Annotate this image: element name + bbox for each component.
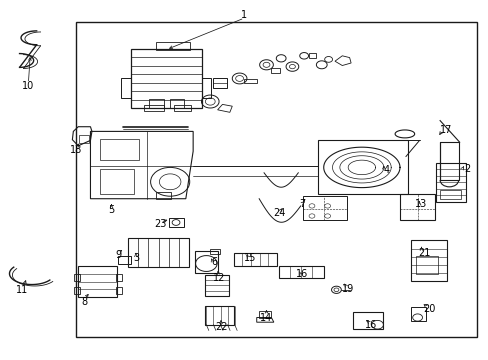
Text: 16: 16 (364, 320, 376, 330)
Text: 5: 5 (108, 204, 114, 215)
Text: 1: 1 (241, 10, 247, 20)
Bar (170, 99, 183, 108)
Bar (144, 105, 163, 111)
Text: 18: 18 (69, 145, 82, 156)
Bar (116, 287, 122, 294)
Bar (308, 53, 316, 58)
Bar (205, 306, 233, 325)
Bar (244, 79, 256, 83)
Bar (410, 240, 447, 281)
Bar (317, 140, 407, 194)
Bar (439, 142, 458, 180)
Bar (303, 196, 346, 220)
Bar (155, 42, 189, 50)
Bar (439, 190, 460, 199)
Text: 19: 19 (341, 284, 354, 294)
Bar (78, 266, 117, 297)
Bar (205, 275, 228, 296)
Text: 16: 16 (295, 269, 308, 279)
Bar (173, 105, 190, 111)
Bar (149, 99, 163, 108)
Text: 13: 13 (414, 199, 427, 210)
Bar (74, 287, 80, 294)
Bar (79, 135, 89, 143)
Text: 17: 17 (439, 125, 451, 135)
Bar (233, 253, 276, 266)
Text: 2: 2 (463, 164, 469, 174)
Bar (202, 78, 210, 98)
Bar (271, 68, 280, 73)
Bar (156, 192, 171, 199)
Text: 6: 6 (211, 257, 217, 267)
Text: 11: 11 (16, 285, 28, 295)
Bar (128, 238, 189, 267)
Text: 24: 24 (273, 208, 285, 218)
Text: 10: 10 (22, 81, 35, 91)
Bar (415, 256, 437, 274)
Bar (168, 218, 184, 227)
Text: 9: 9 (115, 250, 121, 260)
Text: 22: 22 (214, 322, 227, 332)
Text: 8: 8 (81, 297, 87, 307)
Bar (410, 307, 426, 321)
Bar (76, 22, 476, 337)
Text: 4: 4 (383, 165, 388, 175)
Bar (131, 49, 202, 108)
Bar (352, 312, 383, 329)
Text: 14: 14 (260, 312, 272, 323)
Text: 3: 3 (133, 253, 139, 264)
Bar (118, 256, 130, 264)
Bar (210, 249, 220, 254)
Bar (116, 274, 122, 281)
Bar (212, 78, 227, 88)
Bar (399, 194, 434, 220)
Bar (100, 139, 139, 160)
Bar (121, 78, 131, 98)
Text: 23: 23 (154, 219, 166, 229)
Bar (259, 311, 271, 318)
Text: 12: 12 (212, 273, 225, 283)
Bar (435, 163, 465, 202)
Text: 20: 20 (422, 304, 435, 314)
Text: 7: 7 (299, 199, 305, 210)
Bar (74, 274, 80, 281)
Bar (194, 251, 218, 273)
Bar (100, 169, 134, 194)
Text: 21: 21 (417, 248, 430, 258)
Text: 15: 15 (244, 253, 256, 264)
Bar (278, 266, 323, 278)
